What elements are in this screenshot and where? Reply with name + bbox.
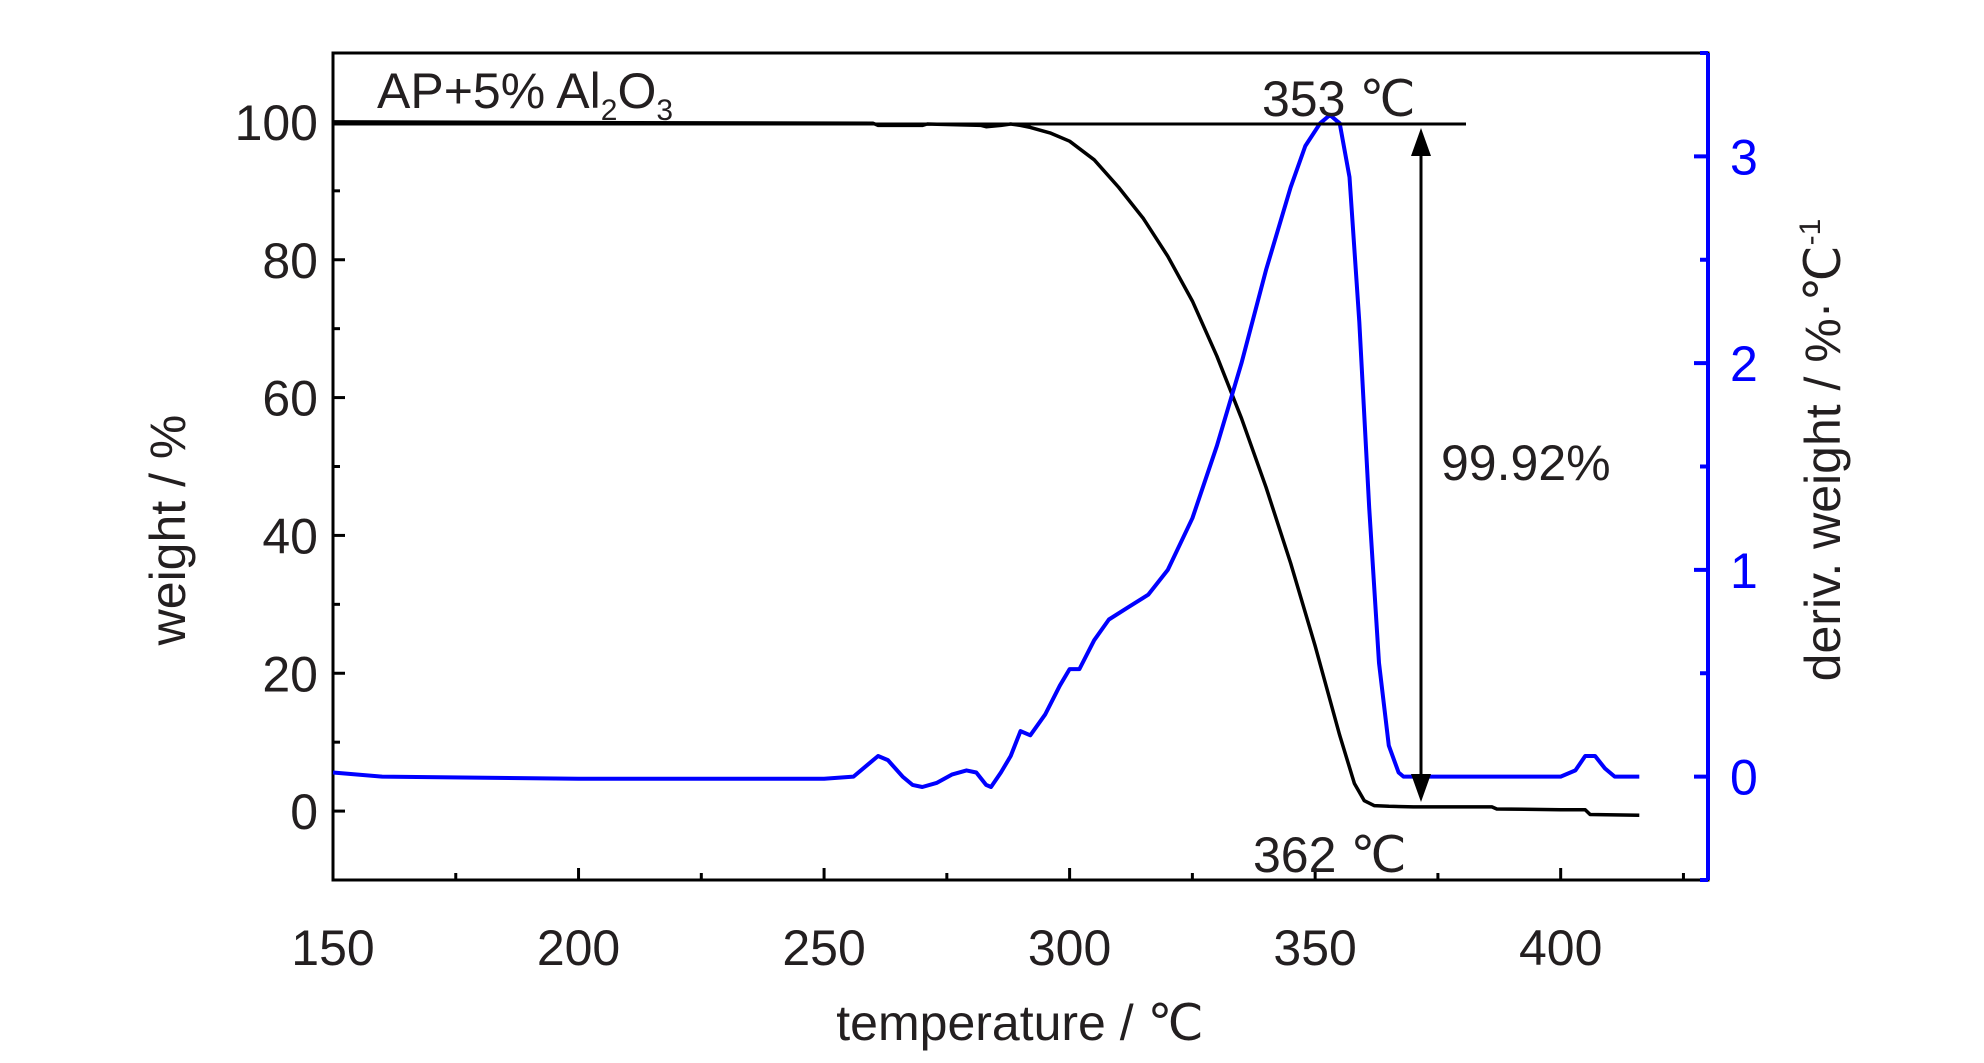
end-temperature-label: 362 ℃	[1253, 827, 1406, 883]
x-tick-label-350: 350	[1273, 920, 1356, 976]
y-left-tick-label-20: 20	[262, 646, 318, 702]
weight-curve	[332, 120, 1640, 817]
x-tick-label-400: 400	[1519, 920, 1602, 976]
y-left-tick-label-100: 100	[235, 95, 318, 151]
y-right-tick-label-3: 3	[1730, 129, 1758, 185]
x-tick-label-200: 200	[537, 920, 620, 976]
sample-label: AP+5% Al2O3	[377, 63, 673, 127]
y-right-tick-label-0: 0	[1730, 750, 1758, 806]
mass-loss-label: 99.92%	[1441, 435, 1611, 491]
x-axis-title: temperature / ℃	[836, 995, 1203, 1051]
x-tick-label-150: 150	[291, 920, 374, 976]
mass-loss-arrow-head-bottom	[1411, 774, 1431, 802]
series-layer	[332, 113, 1640, 817]
x-tick-label-250: 250	[782, 920, 865, 976]
y-left-tick-label-40: 40	[262, 508, 318, 564]
derivative-curve	[332, 113, 1640, 789]
ticks-layer	[331, 51, 1708, 882]
y-axis-left-title: weight / %	[140, 415, 196, 647]
y-axis-right-title: deriv. weight / %·℃-1	[1794, 219, 1851, 682]
peak-temperature-label: 353 ℃	[1262, 71, 1415, 127]
y-left-tick-label-80: 80	[262, 233, 318, 289]
y-left-tick-label-0: 0	[290, 784, 318, 840]
tick-labels-layer: 150 200 250 300 350 400 0 20 40 60 80 100 0 1 2 3	[235, 95, 1758, 976]
y-right-tick-label-2: 2	[1730, 336, 1758, 392]
y-right-tick-label-1: 1	[1730, 543, 1758, 599]
mass-loss-arrow-head-top	[1411, 128, 1431, 156]
y-left-tick-label-60: 60	[262, 371, 318, 427]
x-tick-label-300: 300	[1028, 920, 1111, 976]
